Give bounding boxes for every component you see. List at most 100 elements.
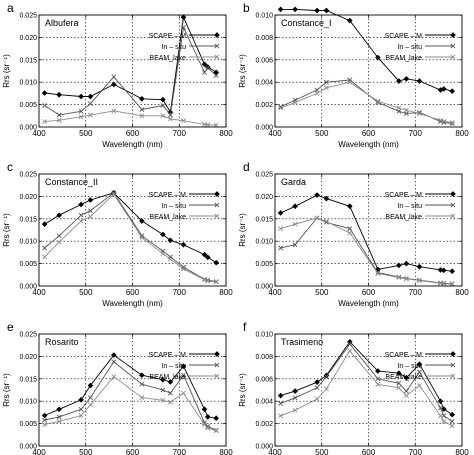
data-point [292,221,298,227]
data-point [41,221,48,228]
y-tick-label: 0.006 [255,376,273,383]
data-point [139,381,145,387]
data-point [323,195,330,202]
site-label: Albufera [45,18,79,28]
data-point [437,398,444,405]
x-tick-label: 600 [126,129,140,138]
data-point [449,411,456,418]
y-tick-label: 0.010 [19,80,37,87]
data-point [213,69,220,76]
x-tick-label: 700 [173,288,187,297]
y-tick-label: 0.000 [19,125,37,132]
y-tick-label: 0.020 [19,35,37,42]
x-tick-label: 700 [173,448,187,455]
x-tick-label: 800 [219,448,233,455]
data-point [167,256,173,262]
data-point [277,392,284,399]
data-point [314,396,320,402]
series-line [280,194,453,272]
x-tick-label: 600 [126,448,140,455]
data-point [78,114,84,120]
data-point [202,69,207,75]
legend-label: In – situ [161,203,186,210]
data-point [88,402,93,408]
series-line [44,192,217,264]
data-point [205,425,211,431]
chart-panel-a: 400 500 600 700 800 0.000 0.005 0.010 0.015 0.020… [2,1,233,149]
plot-frame [274,333,463,447]
site-label: Constance_II [45,177,98,187]
series-line [280,343,453,422]
y-tick-label: 0.010 [255,239,273,246]
data-point [167,390,173,396]
x-tick-label: 500 [315,448,329,455]
data-point [181,118,186,124]
data-point [181,264,186,270]
data-point [417,383,422,388]
plot-frame [38,333,227,447]
plot-frame [274,173,463,287]
x-tick-label: 500 [315,129,329,138]
data-point [449,120,455,125]
data-point [111,74,117,80]
data-point [278,401,284,406]
data-point [314,215,320,221]
y-tick-label: 0.000 [255,284,273,291]
y-tick-label: 0.020 [19,354,37,361]
data-point [42,417,48,423]
data-point [437,267,444,273]
data-point [56,117,62,123]
data-point [440,86,447,92]
y-tick-label: 0.015 [255,216,273,223]
data-point [213,279,219,285]
legend-label: SCAPE – M [385,192,423,199]
data-point [160,103,166,108]
data-point [292,395,298,401]
data-point [324,219,329,224]
data-point [139,218,145,224]
x-tick-label: 600 [362,288,376,297]
y-tick-label: 0.015 [19,376,37,383]
y-tick-label: 0.006 [255,57,273,64]
data-point [347,79,353,85]
data-point [139,95,145,102]
data-point [416,361,423,368]
data-point [417,278,422,284]
chart-panel-e: 400 500 600 700 800 0.000 0.005 0.010 0.015 0.020… [2,320,233,455]
series-line [280,217,453,285]
legend-label: In – situ [397,363,422,370]
data-point [403,107,409,113]
plot-frame [38,14,227,128]
legend-marker [450,191,456,197]
data-point [160,113,166,119]
y-tick-label: 0.008 [255,354,273,361]
y-tick-label: 0.025 [19,172,37,179]
data-point [181,25,186,30]
data-point [87,382,94,389]
site-label: Rosarito [45,337,79,347]
data-point [201,61,208,68]
data-point [87,93,94,100]
data-point [278,245,284,251]
y-tick-label: 0.005 [19,261,37,268]
legend-marker [450,351,456,357]
data-point [56,418,62,424]
y-axis-label: Rrs (sr⁻¹) [238,213,247,247]
data-point [78,93,84,100]
panel-letter: b [243,1,250,15]
x-tick-label: 800 [455,288,469,297]
data-point [181,372,186,378]
data-point [396,275,402,280]
data-point [41,412,48,419]
data-point [88,395,93,401]
data-point [438,413,443,419]
x-tick-label: 600 [362,448,376,455]
y-tick-label: 0.005 [19,421,37,428]
data-point [292,388,298,394]
data-point [375,376,381,382]
data-point [87,197,94,203]
data-point [180,14,187,21]
series-line [44,193,217,283]
chart-panel-d: 400 500 600 700 800 0.000 0.005 0.010 0.015 0.020… [238,160,469,308]
data-point [160,376,166,383]
